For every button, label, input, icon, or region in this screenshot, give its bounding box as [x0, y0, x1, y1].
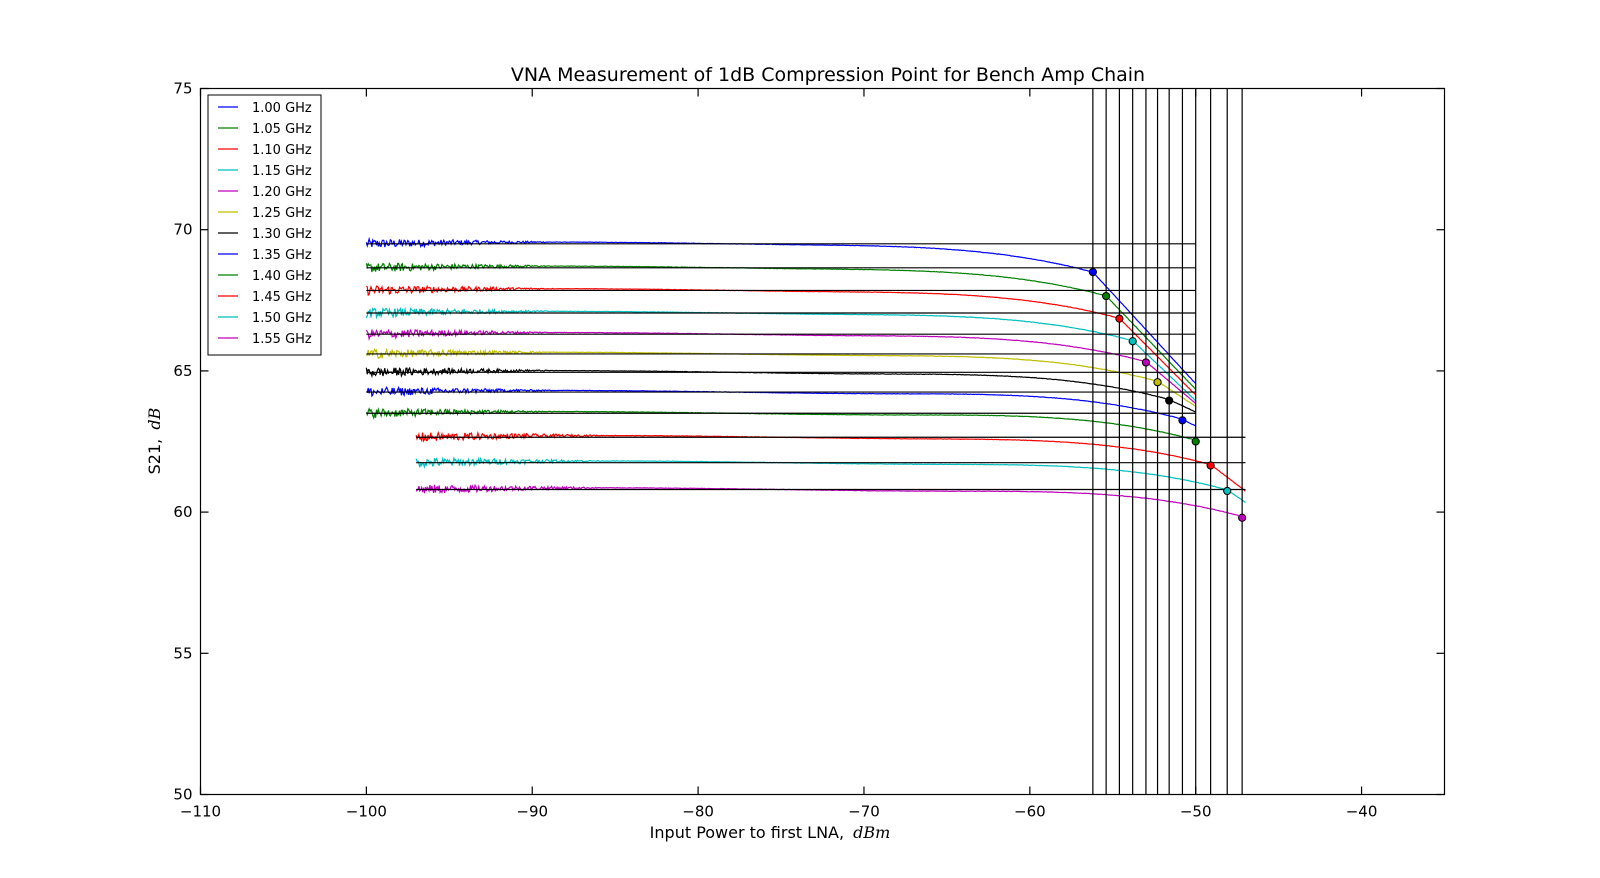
y-axis-label-text: S21,	[145, 439, 164, 475]
legend-label-1: 1.05 GHz	[252, 122, 312, 137]
p1db-marker-3	[1128, 337, 1137, 346]
legend-label-3: 1.15 GHz	[252, 164, 312, 179]
series-line-5	[366, 347, 1196, 407]
p1db-marker-5	[1153, 378, 1162, 387]
p1db-marker-0	[1088, 267, 1097, 277]
x-axis-label-unit: dBm	[853, 823, 890, 842]
y-tick-label-2: 60	[173, 503, 192, 521]
y-tick-label-5: 75	[173, 80, 192, 98]
x-tick-label-2: −90	[516, 803, 548, 821]
x-tick-label-0: −110	[180, 803, 221, 821]
p1db-marker-1	[1102, 291, 1111, 301]
series-line-4	[365, 328, 1197, 405]
x-tick-label-5: −60	[1014, 803, 1046, 821]
y-tick-label-4: 70	[173, 221, 192, 239]
reference-lines	[366, 88, 1246, 795]
legend-label-8: 1.40 GHz	[252, 269, 312, 284]
p1db-marker-11	[1238, 513, 1247, 522]
compression-markers	[1088, 267, 1247, 522]
p1db-marker-9	[1206, 461, 1215, 470]
x-axis-label: Input Power to first LNA, dBm	[650, 823, 891, 842]
x-tick-label-4: −70	[848, 803, 880, 821]
x-tick-label-6: −50	[1180, 803, 1212, 821]
series-line-6	[365, 366, 1196, 413]
legend-label-6: 1.30 GHz	[252, 227, 312, 242]
chart-title: VNA Measurement of 1dB Compression Point…	[511, 64, 1145, 86]
legend-label-4: 1.20 GHz	[252, 185, 312, 200]
y-axis-label: S21, dB	[145, 407, 164, 474]
axes-frame	[199, 87, 1446, 796]
series-line-1	[365, 261, 1197, 390]
legend-label-10: 1.50 GHz	[252, 311, 312, 326]
series-line-7	[366, 385, 1197, 427]
series-line-10	[415, 456, 1246, 503]
legend: 1.00 GHz 1.05 GHz 1.10 GHz 1.15 GHz 1.20 GHz…	[207, 94, 322, 356]
plot-area	[365, 236, 1246, 518]
series-line-8	[365, 407, 1196, 441]
y-tick-label-0: 50	[173, 786, 192, 804]
legend-label-7: 1.35 GHz	[252, 248, 312, 263]
p1db-marker-6	[1165, 396, 1174, 405]
series-line-3	[365, 306, 1197, 402]
legend-label-0: 1.00 GHz	[252, 101, 312, 116]
x-tick-label-1: −100	[346, 803, 387, 821]
legend-label-9: 1.45 GHz	[252, 290, 312, 305]
x-axis-label-text: Input Power to first LNA,	[650, 823, 844, 842]
legend-box	[207, 94, 322, 356]
x-tick-label-7: −40	[1346, 803, 1378, 821]
p1db-marker-8	[1191, 437, 1200, 446]
p1db-marker-4	[1141, 358, 1151, 367]
y-tick-label-1: 55	[173, 644, 192, 662]
legend-label-5: 1.25 GHz	[252, 206, 312, 221]
legend-label-2: 1.10 GHz	[252, 143, 312, 158]
y-axis-ticks: 50 55 60 65 70 75	[173, 80, 1445, 804]
series-line-0	[365, 236, 1197, 384]
p1db-marker-2	[1115, 314, 1124, 323]
x-axis-ticks: −110 −100 −90 −80 −70 −60 −50 −40	[180, 88, 1378, 821]
legend-label-11: 1.55 GHz	[252, 332, 312, 347]
series-line-2	[366, 284, 1197, 396]
p1db-marker-10	[1223, 486, 1232, 496]
y-axis-label-unit: dB	[145, 407, 164, 429]
x-tick-label-3: −80	[682, 803, 714, 821]
y-tick-label-3: 65	[173, 362, 192, 380]
p1db-marker-7	[1178, 416, 1187, 425]
